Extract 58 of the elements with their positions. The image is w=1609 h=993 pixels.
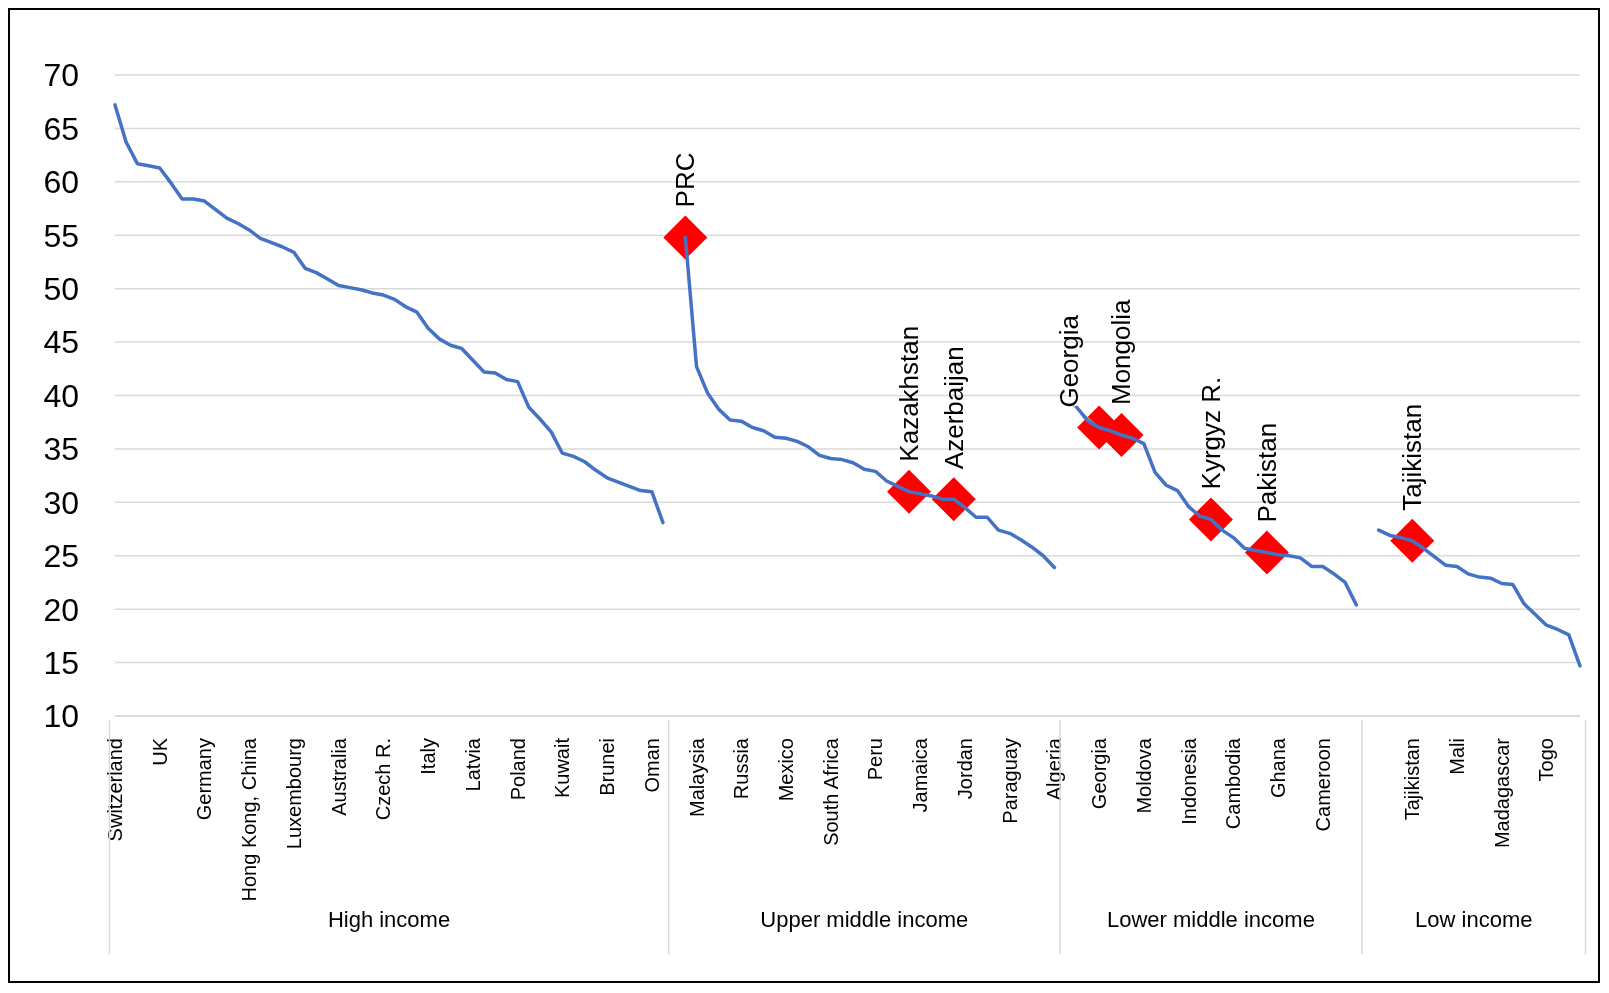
x-tick-label: Moldova: [1132, 737, 1155, 814]
x-tick-label: Australia: [327, 737, 350, 816]
data-label: Georgia: [1054, 314, 1085, 408]
x-tick-label: Latvia: [461, 737, 484, 792]
y-tick-label: 40: [43, 377, 79, 414]
y-tick-label: 35: [43, 431, 79, 468]
data-label: Kyrgyz R.: [1195, 376, 1226, 490]
y-tick-label: 15: [43, 644, 79, 681]
text: Upper middle income: [760, 907, 969, 932]
x-tick-label: Mexico: [774, 738, 797, 802]
y-tick-label: 60: [43, 164, 79, 201]
y-tick-label: 50: [43, 271, 79, 308]
data-label: Pakistan: [1251, 422, 1282, 523]
x-tick-label: Togo: [1535, 738, 1558, 782]
data-label: PRC: [670, 152, 701, 208]
x-tick-label: Georgia: [1088, 737, 1111, 810]
x-tick-label: Cambodia: [1222, 737, 1245, 830]
x-tick-label: Jordan: [953, 738, 976, 800]
x-tick-label: Madagascar: [1490, 737, 1513, 849]
x-tick-label: Mali: [1445, 738, 1468, 775]
x-tick-label: Switzerland: [104, 738, 126, 842]
x-tick-label: Indonesia: [1177, 737, 1200, 825]
text: High income: [327, 907, 451, 932]
y-tick-label: 10: [43, 698, 79, 735]
x-tick-label: Jamaica: [909, 737, 932, 813]
text: Lower middle income: [1107, 907, 1315, 932]
text: Low income: [1415, 907, 1533, 932]
y-tick-label: 55: [43, 217, 79, 254]
data-label: Azerbaijan: [938, 346, 969, 470]
x-tick-label: Tajikistan: [1401, 738, 1424, 821]
x-tick-label: Cameroon: [1311, 738, 1334, 832]
y-tick-label: 65: [43, 110, 79, 147]
x-tick-label: Russia: [730, 737, 753, 800]
x-tick-label: Peru: [864, 738, 887, 781]
y-tick-label: 25: [43, 538, 79, 575]
x-tick-label: South Africa: [819, 737, 842, 846]
x-tick-label: Ghana: [1267, 737, 1290, 799]
x-tick-label: UK: [148, 737, 171, 766]
data-label: Tajikistan: [1397, 403, 1428, 511]
x-tick-label: Czech R.: [372, 738, 395, 821]
data-label: Mongolia: [1106, 298, 1137, 406]
x-tick-label: Paraguay: [998, 738, 1021, 824]
x-tick-label: Oman: [640, 738, 663, 793]
x-tick-label: Luxembourg: [282, 738, 305, 850]
y-tick-label: 45: [43, 324, 79, 361]
x-tick-label: Malaysia: [685, 737, 708, 817]
y-tick-label: 20: [43, 591, 79, 628]
x-tick-label: Poland: [506, 738, 529, 801]
x-tick-label: Italy: [417, 738, 440, 775]
point: [663, 215, 708, 260]
y-tick-label: 70: [43, 57, 79, 94]
x-tick-label: Brunei: [596, 738, 619, 796]
y-tick-label: 30: [43, 484, 79, 521]
x-tick-label: Kuwait: [551, 737, 574, 799]
x-tick-label: Hong Kong, China: [238, 737, 261, 902]
data-label: Kazakhstan: [894, 325, 925, 462]
x-tick-label: Algeria: [1043, 737, 1066, 801]
x-tick-label: Germany: [193, 738, 216, 821]
